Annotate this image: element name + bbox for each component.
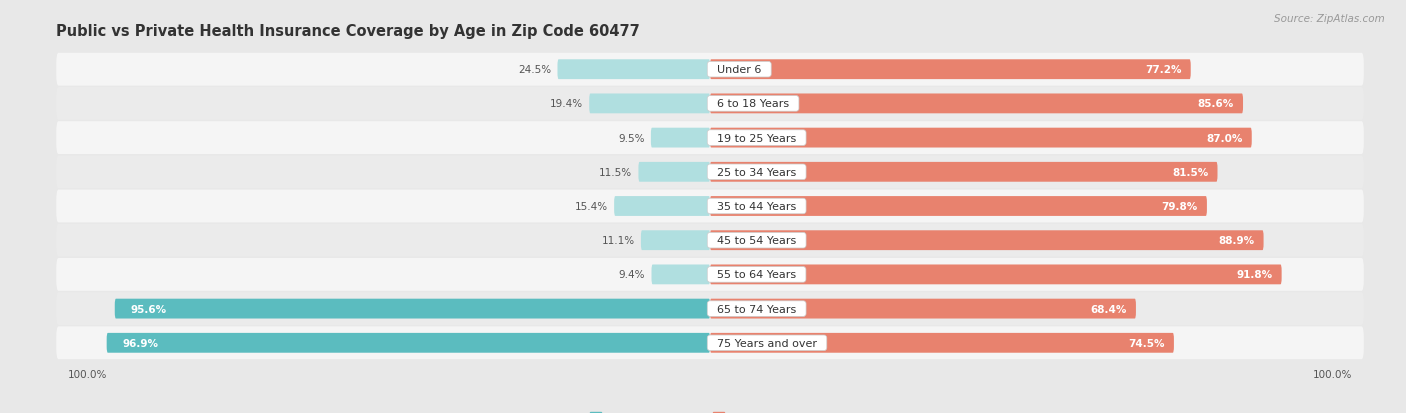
- FancyBboxPatch shape: [56, 122, 1364, 154]
- Text: 68.4%: 68.4%: [1090, 304, 1126, 314]
- FancyBboxPatch shape: [56, 259, 1364, 291]
- Text: 11.1%: 11.1%: [602, 236, 634, 246]
- Text: 19 to 25 Years: 19 to 25 Years: [710, 133, 803, 143]
- Text: 88.9%: 88.9%: [1218, 236, 1254, 246]
- FancyBboxPatch shape: [638, 162, 710, 182]
- Text: 15.4%: 15.4%: [575, 202, 607, 211]
- Text: 95.6%: 95.6%: [131, 304, 166, 314]
- Text: 6 to 18 Years: 6 to 18 Years: [710, 99, 796, 109]
- FancyBboxPatch shape: [710, 231, 1264, 251]
- FancyBboxPatch shape: [614, 197, 710, 216]
- Text: 25 to 34 Years: 25 to 34 Years: [710, 167, 803, 177]
- FancyBboxPatch shape: [651, 128, 710, 148]
- Text: 85.6%: 85.6%: [1198, 99, 1233, 109]
- FancyBboxPatch shape: [710, 197, 1206, 216]
- Text: 81.5%: 81.5%: [1173, 167, 1208, 177]
- FancyBboxPatch shape: [56, 190, 1364, 223]
- FancyBboxPatch shape: [56, 292, 1364, 325]
- Text: 9.4%: 9.4%: [619, 270, 645, 280]
- Text: Source: ZipAtlas.com: Source: ZipAtlas.com: [1274, 14, 1385, 24]
- Text: 65 to 74 Years: 65 to 74 Years: [710, 304, 803, 314]
- FancyBboxPatch shape: [107, 333, 710, 353]
- Text: 19.4%: 19.4%: [550, 99, 583, 109]
- Text: 11.5%: 11.5%: [599, 167, 633, 177]
- Text: 79.8%: 79.8%: [1161, 202, 1198, 211]
- Text: 91.8%: 91.8%: [1236, 270, 1272, 280]
- FancyBboxPatch shape: [651, 265, 710, 285]
- Text: 75 Years and over: 75 Years and over: [710, 338, 824, 348]
- FancyBboxPatch shape: [56, 224, 1364, 257]
- FancyBboxPatch shape: [710, 333, 1174, 353]
- FancyBboxPatch shape: [56, 54, 1364, 86]
- FancyBboxPatch shape: [710, 94, 1243, 114]
- FancyBboxPatch shape: [710, 60, 1191, 80]
- Text: 77.2%: 77.2%: [1144, 65, 1181, 75]
- Legend: Public Insurance, Private Insurance: Public Insurance, Private Insurance: [586, 408, 834, 413]
- Text: 74.5%: 74.5%: [1128, 338, 1164, 348]
- Text: 35 to 44 Years: 35 to 44 Years: [710, 202, 803, 211]
- FancyBboxPatch shape: [710, 299, 1136, 319]
- FancyBboxPatch shape: [589, 94, 710, 114]
- FancyBboxPatch shape: [56, 88, 1364, 121]
- FancyBboxPatch shape: [710, 265, 1282, 285]
- FancyBboxPatch shape: [56, 156, 1364, 189]
- Text: 96.9%: 96.9%: [122, 338, 159, 348]
- FancyBboxPatch shape: [710, 128, 1251, 148]
- FancyBboxPatch shape: [710, 162, 1218, 182]
- FancyBboxPatch shape: [56, 327, 1364, 359]
- Text: Public vs Private Health Insurance Coverage by Age in Zip Code 60477: Public vs Private Health Insurance Cover…: [56, 24, 640, 39]
- Text: 24.5%: 24.5%: [519, 65, 551, 75]
- FancyBboxPatch shape: [641, 231, 710, 251]
- FancyBboxPatch shape: [115, 299, 710, 319]
- Text: Under 6: Under 6: [710, 65, 769, 75]
- FancyBboxPatch shape: [557, 60, 710, 80]
- Text: 9.5%: 9.5%: [619, 133, 644, 143]
- Text: 87.0%: 87.0%: [1206, 133, 1243, 143]
- Text: 55 to 64 Years: 55 to 64 Years: [710, 270, 803, 280]
- Text: 45 to 54 Years: 45 to 54 Years: [710, 236, 803, 246]
